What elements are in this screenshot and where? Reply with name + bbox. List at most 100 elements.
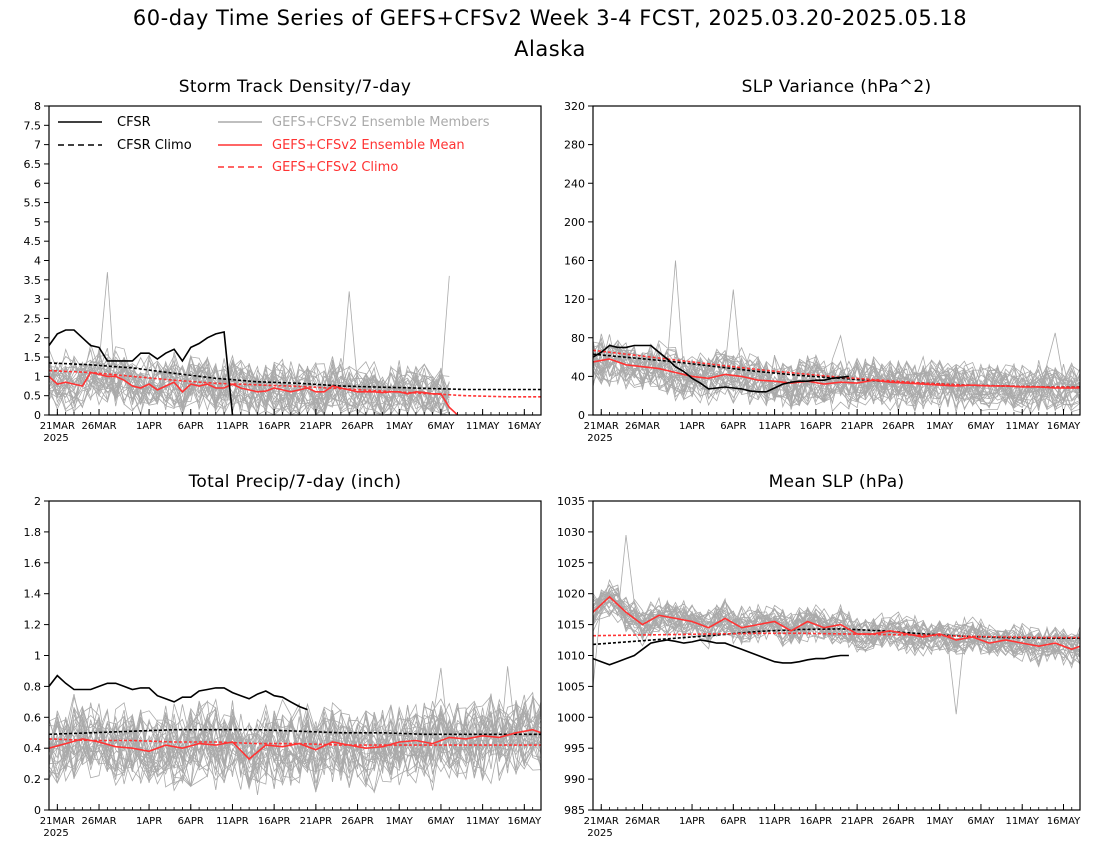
y-tick-label: 1035 (557, 495, 585, 508)
x-tick-label: 6APR (720, 816, 746, 827)
ensemble-member-line (48, 356, 450, 416)
page-title: 60-day Time Series of GEFS+CFSv2 Week 3-… (132, 6, 968, 30)
y-tick-label: 1025 (557, 557, 585, 570)
ensemble-member-line (592, 592, 1081, 668)
y-tick-label: 3.5 (24, 274, 42, 287)
panel-title: Storm Track Density/7-day (179, 77, 411, 97)
x-tick-label: 26MAR (81, 816, 116, 827)
climo-line (592, 632, 1080, 639)
y-tick-label: 80 (571, 332, 585, 345)
legend-climo-label: GEFS+CFSv2 Climo (272, 160, 398, 175)
ensemble-mean-line (48, 728, 542, 761)
x-year-label: 2025 (43, 433, 68, 444)
y-tick-label: 6.5 (24, 158, 42, 171)
y-tick-label: 1015 (557, 619, 585, 632)
x-tick-label: 16APR (258, 421, 291, 432)
x-tick-label: 1APR (136, 816, 162, 827)
legend-members-label: GEFS+CFSv2 Ensemble Members (272, 115, 490, 130)
x-tick-label: 21APR (300, 421, 333, 432)
y-tick-label: 0 (578, 409, 585, 422)
y-tick-label: 7 (34, 139, 41, 152)
ensemble-member-line (48, 700, 542, 791)
x-tick-label: 16MAY (1047, 421, 1081, 432)
x-tick-label: 16APR (258, 816, 291, 827)
x-tick-label: 6APR (178, 421, 204, 432)
x-tick-label: 6MAY (427, 816, 455, 827)
x-tick-label: 26APR (882, 421, 915, 432)
ensemble-member-line (48, 363, 450, 415)
x-year-label: 2025 (43, 828, 68, 839)
y-tick-label: 0 (34, 804, 41, 817)
ensemble-members (592, 260, 1081, 416)
ensemble-member-line (592, 587, 1081, 667)
x-tick-label: 11MAY (466, 816, 500, 827)
ensemble-member-line (48, 711, 542, 779)
x-tick-label: 1APR (679, 816, 705, 827)
cfsr-line (592, 639, 849, 666)
ensemble-member-line (592, 591, 1081, 651)
x-tick-label: 26MAR (81, 421, 116, 432)
y-tick-label: 3 (34, 293, 41, 306)
ensemble-mean-line (592, 358, 1080, 389)
climo-line (48, 369, 541, 398)
y-tick-label: 280 (564, 139, 585, 152)
ensemble-members (48, 272, 450, 417)
x-tick-label: 6MAY (967, 816, 995, 827)
y-tick-label: 7.5 (24, 119, 42, 132)
y-tick-label: 320 (564, 100, 585, 113)
x-tick-label: 1MAY (926, 816, 954, 827)
cfsr-climo-line (592, 628, 1080, 646)
y-tick-label: 1.5 (24, 351, 42, 364)
y-tick-label: 1.6 (24, 557, 42, 570)
y-tick-label: 200 (564, 216, 585, 229)
ensemble-member-line (48, 354, 450, 417)
y-tick-label: 0.5 (24, 390, 42, 403)
x-tick-label: 1MAY (926, 421, 954, 432)
y-tick-label: 1.4 (24, 588, 42, 601)
ensemble-member-line (592, 596, 1081, 663)
y-tick-label: 4 (34, 255, 41, 268)
x-tick-label: 1APR (679, 421, 705, 432)
x-tick-label: 11MAY (1005, 421, 1039, 432)
ensemble-member-line (48, 348, 450, 416)
y-tick-label: 1010 (557, 650, 585, 663)
x-tick-label: 21MAR (40, 816, 75, 827)
x-tick-label: 26MAR (625, 816, 660, 827)
x-tick-label: 6MAY (967, 421, 995, 432)
x-tick-label: 1APR (136, 421, 162, 432)
x-year-label: 2025 (587, 433, 612, 444)
x-tick-label: 6MAY (427, 421, 455, 432)
x-tick-label: 6APR (178, 816, 204, 827)
ensemble-member-line (592, 343, 1081, 410)
cfsr-line (48, 329, 234, 416)
legend-cfsr-climo-label: CFSR Climo (117, 138, 192, 153)
y-tick-label: 5.5 (24, 197, 42, 210)
legend-ens-mean-label: GEFS+CFSv2 Ensemble Mean (272, 138, 465, 153)
x-tick-label: 11APR (758, 816, 791, 827)
ensemble-members (48, 666, 542, 795)
panel-storm-track-density: Storm Track Density/7-day 0 0.5 1 1.5 2 2.5 3 3.… (24, 77, 542, 444)
x-tick-label: 16MAY (508, 816, 542, 827)
cfsr-line (48, 674, 308, 711)
ensemble-member-line (48, 697, 542, 793)
panel-title: Mean SLP (hPa) (769, 472, 905, 492)
y-tick-label: 1030 (557, 526, 585, 539)
ensemble-member-line (48, 361, 450, 417)
x-tick-label: 21APR (841, 421, 874, 432)
y-tick-label: 40 (571, 370, 585, 383)
panel-mean-slp: Mean SLP (hPa) 985 990 995 1000 1005 1010 1015 1… (557, 472, 1081, 839)
y-tick-label: 990 (564, 773, 585, 786)
x-tick-label: 11MAY (466, 421, 500, 432)
y-tick-label: 0.4 (24, 742, 42, 755)
cfsr-climo-line (48, 728, 541, 736)
y-tick-label: 995 (564, 742, 585, 755)
y-tick-label: 2 (34, 332, 41, 345)
legend-cfsr-label: CFSR (117, 115, 151, 130)
legend: CFSR CFSR Climo GEFS+CFSv2 Ensemble Member… (58, 115, 490, 175)
y-tick-label: 1.2 (24, 619, 42, 632)
panel-title: SLP Variance (hPa^2) (742, 77, 932, 97)
y-tick-label: 8 (34, 100, 41, 113)
cfsr-climo-line (592, 353, 1080, 388)
x-tick-label: 16APR (800, 421, 833, 432)
x-tick-label: 21MAR (584, 816, 619, 827)
